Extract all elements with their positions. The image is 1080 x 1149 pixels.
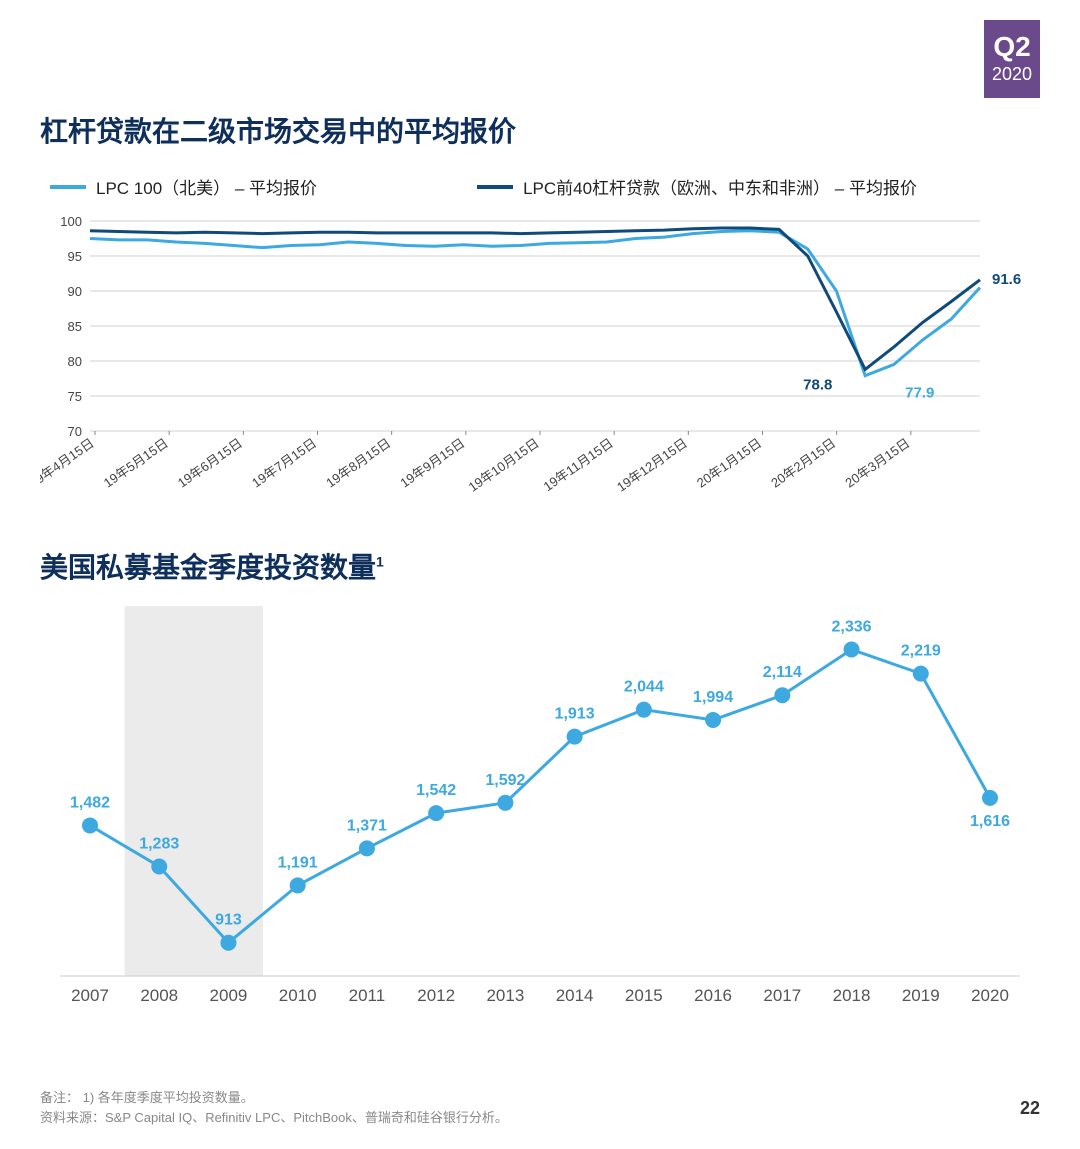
- chart1-svg: 70758085909510019年4月15日19年5月15日19年6月15日1…: [40, 211, 1040, 511]
- svg-text:85: 85: [68, 319, 82, 334]
- svg-text:2009: 2009: [210, 986, 248, 1005]
- svg-text:20年3月15日: 20年3月15日: [842, 435, 912, 490]
- chart1-wrap: 70758085909510019年4月15日19年5月15日19年6月15日1…: [40, 211, 1040, 516]
- svg-text:2,336: 2,336: [832, 618, 872, 635]
- chart2-svg: 2007 2008 2009 2010 2011 2012 2013 2014 2015 2016…: [40, 596, 1040, 1016]
- legend-swatch-na: [50, 185, 86, 189]
- svg-text:2019: 2019: [902, 986, 940, 1005]
- svg-text:95: 95: [68, 249, 82, 264]
- svg-text:1,482: 1,482: [70, 794, 110, 811]
- footnotes: 备注： 1) 各年度季度平均投资数量。 资料来源：S&P Capital IQ、…: [40, 1088, 1040, 1127]
- svg-text:2014: 2014: [556, 986, 594, 1005]
- chart2-title-super: 1: [376, 554, 384, 570]
- svg-text:19年6月15日: 19年6月15日: [175, 435, 245, 490]
- svg-text:1,542: 1,542: [416, 782, 456, 799]
- svg-text:2,044: 2,044: [624, 679, 664, 696]
- svg-text:2,114: 2,114: [763, 664, 802, 681]
- svg-text:1,283: 1,283: [139, 835, 179, 852]
- svg-text:77.9: 77.9: [905, 385, 934, 402]
- chart1-title: 杠杆贷款在二级市场交易中的平均报价: [40, 110, 1040, 150]
- svg-text:1,616: 1,616: [970, 813, 1010, 830]
- svg-text:2017: 2017: [763, 986, 801, 1005]
- svg-text:1,371: 1,371: [347, 817, 387, 834]
- svg-text:913: 913: [215, 912, 242, 929]
- legend-label-na: LPC 100（北美） – 平均报价: [96, 174, 317, 199]
- chart2-title: 美国私募基金季度投资数量1: [40, 546, 1040, 586]
- chart1-legend: LPC 100（北美） – 平均报价 LPC前40杠杆贷款（欧洲、中东和非洲） …: [40, 174, 1040, 199]
- footnote-1: 备注： 1) 各年度季度平均投资数量。: [40, 1088, 1040, 1108]
- svg-text:2020: 2020: [971, 986, 1009, 1005]
- svg-text:19年9月15日: 19年9月15日: [397, 435, 467, 490]
- legend-item-na: LPC 100（北美） – 平均报价: [50, 174, 317, 199]
- svg-text:20年1月15日: 20年1月15日: [694, 435, 764, 490]
- legend-item-emea: LPC前40杠杆贷款（欧洲、中东和非洲） – 平均报价: [477, 174, 917, 199]
- chart2-wrap: 2007 2008 2009 2010 2011 2012 2013 2014 2015 2016…: [40, 596, 1040, 1021]
- svg-text:2018: 2018: [833, 986, 871, 1005]
- svg-text:2010: 2010: [279, 986, 317, 1005]
- svg-text:19年10月15日: 19年10月15日: [466, 435, 542, 495]
- svg-text:1,191: 1,191: [278, 854, 318, 871]
- svg-text:19年8月15日: 19年8月15日: [323, 435, 393, 490]
- badge-quarter: Q2: [984, 32, 1040, 63]
- svg-text:20年2月15日: 20年2月15日: [768, 435, 838, 490]
- svg-text:91.6: 91.6: [992, 271, 1021, 288]
- quarter-badge: Q2 2020: [984, 20, 1040, 98]
- svg-text:1,913: 1,913: [555, 706, 595, 723]
- svg-text:90: 90: [68, 284, 82, 299]
- svg-text:19年11月15日: 19年11月15日: [541, 435, 616, 494]
- chart2-title-text: 美国私募基金季度投资数量: [40, 552, 376, 583]
- svg-text:2,219: 2,219: [901, 643, 941, 660]
- svg-text:2013: 2013: [486, 986, 524, 1005]
- svg-text:78.8: 78.8: [803, 376, 832, 393]
- svg-text:19年4月15日: 19年4月15日: [40, 435, 97, 490]
- svg-text:80: 80: [68, 354, 82, 369]
- svg-text:19年7月15日: 19年7月15日: [249, 435, 319, 490]
- svg-text:2016: 2016: [694, 986, 732, 1005]
- svg-text:100: 100: [60, 214, 82, 229]
- svg-text:2007: 2007: [71, 986, 109, 1005]
- svg-text:2011: 2011: [349, 986, 386, 1005]
- svg-text:2015: 2015: [625, 986, 663, 1005]
- svg-text:19年12月15日: 19年12月15日: [614, 435, 690, 495]
- page-number: 22: [1020, 1098, 1040, 1119]
- svg-text:70: 70: [68, 424, 82, 439]
- svg-text:1,592: 1,592: [485, 772, 525, 789]
- legend-swatch-emea: [477, 185, 513, 189]
- footnote-2: 资料来源：S&P Capital IQ、Refinitiv LPC、PitchB…: [40, 1108, 1040, 1128]
- svg-text:75: 75: [68, 389, 82, 404]
- svg-text:2012: 2012: [417, 986, 455, 1005]
- badge-year: 2020: [984, 63, 1040, 86]
- legend-label-emea: LPC前40杠杆贷款（欧洲、中东和非洲） – 平均报价: [523, 174, 917, 199]
- svg-text:1,994: 1,994: [693, 689, 733, 706]
- svg-text:2008: 2008: [140, 986, 178, 1005]
- svg-text:19年5月15日: 19年5月15日: [101, 435, 171, 490]
